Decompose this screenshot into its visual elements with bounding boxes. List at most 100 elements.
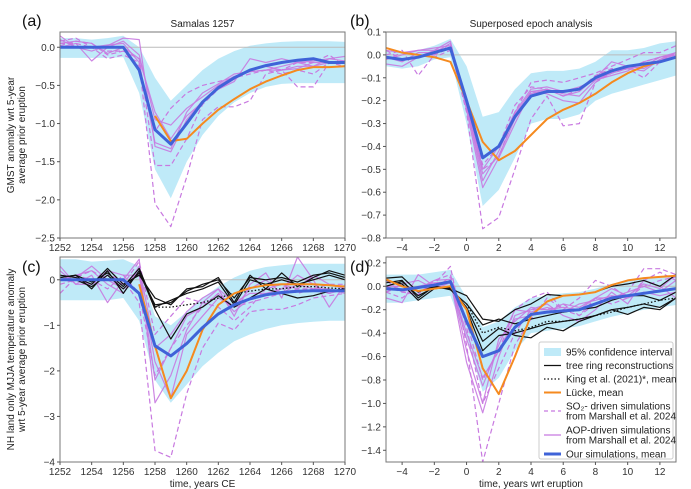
panel-a: 1252 1254 1256 1258 1260 1262 1264 1266 1268 1270… — [6, 13, 357, 254]
aop-series-4 — [60, 265, 345, 349]
x-tick-label: −4 — [396, 467, 408, 478]
y-tick-label: −1.4 — [361, 446, 381, 457]
y-tick-label: −2.5 — [35, 234, 55, 245]
tree-ring-series-1 — [60, 270, 345, 340]
legend-label: Our simulations, mean — [566, 450, 666, 461]
our-simulations-mean-line — [386, 280, 676, 359]
x-tick-label: 1262 — [207, 467, 230, 478]
y-tick-label: −1.0 — [35, 119, 55, 130]
y-tick-label: −3 — [44, 412, 56, 423]
y-tick-label: 0.0 — [367, 50, 381, 61]
y-tick-label: −0.1 — [361, 73, 381, 84]
y-tick-label: 0.1 — [367, 28, 381, 39]
x-tick-label: 1254 — [81, 467, 104, 478]
aop-series-2 — [386, 278, 676, 404]
y-tick-label: −0.5 — [35, 81, 55, 92]
x-tick-label: 1256 — [112, 243, 135, 254]
legend-label: tree ring reconstructions — [566, 361, 673, 372]
y-tick-label: −1.5 — [35, 157, 55, 168]
legend-box — [538, 341, 674, 460]
x-tick-label: 4 — [528, 467, 534, 478]
legend: 95% confidence interval tree ring reconst… — [538, 341, 677, 461]
x-tick-label: 1260 — [176, 467, 199, 478]
y-tick-label: −0.4 — [361, 142, 381, 153]
so2-series-1 — [60, 37, 345, 228]
x-tick-label: 1254 — [81, 243, 104, 254]
x-tick-label: 1268 — [302, 467, 325, 478]
our-simulations-mean-line — [60, 45, 345, 146]
x-tick-label: 0 — [464, 467, 470, 478]
x-tick-label: 2 — [496, 243, 502, 254]
x-tick-label: 6 — [560, 467, 566, 478]
y-tick-label: −0.7 — [361, 211, 381, 222]
y-axis-label-line: average prior eruption — [17, 86, 28, 184]
tree-ring-series-3 — [60, 272, 345, 306]
y-tick-label: −1 — [44, 321, 56, 332]
our-simulations-mean-line — [60, 278, 345, 358]
y-tick-label: 0.0 — [367, 282, 381, 293]
y-tick-label: −4 — [44, 458, 56, 469]
x-tick-label: 1266 — [271, 467, 294, 478]
x-tick-label: 1258 — [144, 467, 167, 478]
x-tick-label: 6 — [560, 243, 566, 254]
ci-band — [60, 35, 345, 199]
aop-series-1 — [60, 257, 345, 404]
y-tick-label: 0 — [49, 275, 55, 286]
aop-series-3 — [386, 47, 676, 170]
y-tick-label: 0.2 — [367, 258, 381, 269]
lucke-mean-line — [154, 65, 345, 143]
panel-c: 1252 1254 1256 1258 1260 1262 1264 1266 1268 1270… — [6, 256, 357, 489]
lucke-mean-line — [138, 283, 345, 400]
x-tick-label: 1262 — [207, 243, 230, 254]
x-tick-label: 1256 — [112, 467, 135, 478]
plot-area — [60, 35, 345, 228]
x-axis-label: time, years CE — [170, 479, 236, 489]
y-tick-label: −0.6 — [361, 188, 381, 199]
x-tick-label: 1264 — [239, 467, 262, 478]
x-tick-label: 1252 — [49, 243, 72, 254]
y-tick-label: −0.3 — [361, 119, 381, 130]
x-tick-label: 1260 — [176, 243, 199, 254]
y-tick-label: −0.5 — [361, 165, 381, 176]
x-tick-label: 1270 — [334, 243, 357, 254]
panel-title: Superposed epoch analysis — [470, 19, 593, 30]
y-tick-label: −1.2 — [361, 422, 381, 433]
panel-d: −4 −2 0 2 4 6 8 10 12 0.2 0.0 −0.2 −0.4 −0.6 −0.8 −1.0 −… — [350, 256, 677, 489]
x-tick-label: 2 — [496, 467, 502, 478]
y-tick-label: 0.0 — [41, 43, 55, 54]
x-tick-label: 8 — [593, 243, 599, 254]
plot-area — [60, 257, 345, 458]
x-tick-label: 10 — [622, 467, 634, 478]
king-mean-line — [155, 285, 345, 308]
y-tick-label: −0.2 — [361, 305, 381, 316]
legend-label: Lücke, mean — [566, 388, 623, 399]
axes-frame — [59, 31, 346, 239]
y-tick-label: −0.2 — [361, 96, 381, 107]
plot-area — [386, 265, 676, 462]
x-tick-label: 0 — [464, 243, 470, 254]
king-mean-line — [466, 297, 676, 334]
panel-label: (c) — [22, 259, 41, 276]
ci-band — [386, 38, 676, 207]
x-tick-label: −2 — [429, 467, 441, 478]
x-tick-label: 12 — [654, 243, 666, 254]
plot-area — [386, 38, 676, 230]
y-tick-label: −0.4 — [361, 329, 381, 340]
panel-label: (a) — [22, 13, 42, 30]
x-tick-label: −4 — [396, 243, 408, 254]
x-tick-label: 1252 — [49, 467, 72, 478]
y-tick-label: −0.6 — [361, 352, 381, 363]
panel-label: (b) — [350, 13, 370, 30]
legend-label: AOP-driven simulations — [566, 426, 670, 437]
x-tick-label: 1270 — [334, 467, 357, 478]
panel-label: (d) — [350, 259, 370, 276]
y-axis-label-line: GMST anomaly wrt 5-year — [6, 76, 17, 193]
legend-label: 95% confidence interval — [566, 348, 672, 359]
legend-label-line2: from Marshall et al. 2024 — [566, 412, 676, 423]
x-tick-label: 1266 — [271, 243, 294, 254]
panel-title: Samalas 1257 — [171, 19, 235, 30]
x-axis-label: time, years wrt eruption — [479, 479, 583, 489]
x-tick-label: 1264 — [239, 243, 262, 254]
y-tick-label: −2.0 — [35, 195, 55, 206]
